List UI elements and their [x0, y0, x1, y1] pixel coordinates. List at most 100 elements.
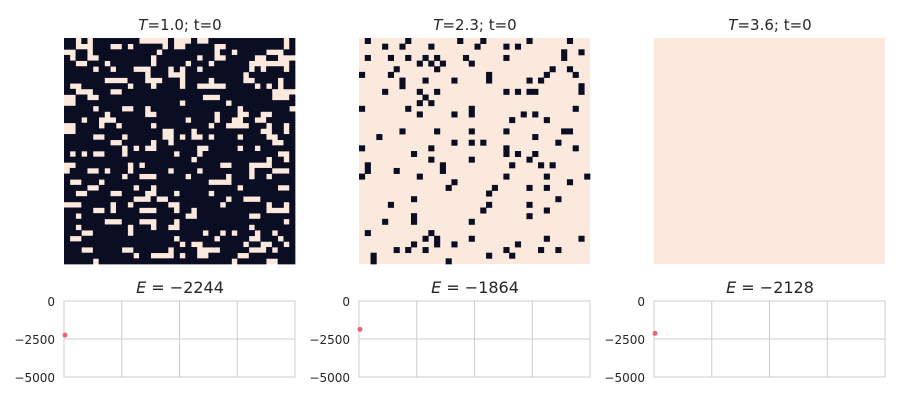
spin-cell [399, 77, 406, 84]
spin-cell [127, 252, 134, 259]
spin-cell [248, 38, 255, 44]
spin-cell [104, 173, 111, 180]
spin-cell [127, 134, 134, 141]
spin-cell [121, 128, 128, 135]
spin-cell [179, 122, 186, 129]
spin-cell [196, 60, 203, 67]
spin-cell [219, 94, 227, 101]
spin-cell [439, 60, 446, 67]
spin-cell [486, 71, 493, 78]
spin-cell [98, 241, 105, 248]
spin-cell [110, 122, 117, 129]
spin-cell [144, 224, 151, 231]
spin-cell [115, 162, 123, 169]
spin-cell [144, 213, 151, 220]
spin-cell [81, 162, 88, 169]
spin-cell [162, 151, 169, 157]
spin-cell [127, 207, 134, 214]
spin-cell [156, 179, 163, 186]
spin-cell [266, 105, 273, 112]
spin-cell [196, 100, 203, 107]
spin-cell [75, 218, 82, 225]
spin-cell [231, 66, 238, 73]
spin-cell [202, 162, 209, 169]
spin-cell [104, 139, 111, 146]
spin-cell [156, 105, 163, 112]
spin-cell [191, 139, 198, 146]
spin-cell [191, 77, 198, 84]
spin-cell [243, 184, 250, 191]
spin-cell [179, 230, 186, 237]
spin-cell [150, 247, 157, 254]
spin-cell [75, 151, 82, 157]
spin-cell [127, 173, 134, 180]
spin-cell [196, 184, 203, 191]
spin-cell [191, 94, 198, 101]
spin-cell [69, 247, 76, 254]
spin-cell [208, 54, 215, 61]
spin-cell [139, 145, 146, 152]
spin-cell [133, 49, 140, 56]
spin-cell [191, 122, 198, 129]
spin-cell [468, 128, 475, 135]
spin-cell [110, 111, 117, 118]
spin-cell [266, 247, 273, 254]
spin-cell [104, 105, 111, 112]
spin-cell [179, 94, 186, 101]
spin-cell [185, 196, 192, 203]
spin-cell [289, 94, 296, 101]
spin-cell [185, 77, 192, 84]
spin-cell [503, 151, 510, 157]
spin-cell [260, 207, 267, 214]
spin-cell [87, 128, 94, 135]
spin-cell [185, 139, 192, 146]
spin-cell [289, 252, 296, 259]
spin-cell [144, 167, 151, 174]
spin-cell [566, 179, 574, 186]
spin-cell [167, 38, 175, 44]
spin-cell [260, 38, 267, 44]
spin-cell [468, 60, 475, 67]
spin-cell [127, 184, 134, 191]
spin-cell [208, 38, 215, 44]
spin-cell [283, 83, 290, 90]
spin-cell [202, 213, 209, 220]
spin-cell [248, 139, 255, 146]
spin-cell [139, 230, 146, 237]
spin-cell [526, 77, 533, 84]
spin-cell [359, 173, 366, 180]
spin-cell [543, 207, 550, 214]
spin-cell [428, 100, 435, 107]
spin-cell [127, 66, 134, 73]
spin-cell [69, 77, 76, 84]
spin-cell [133, 156, 140, 163]
spin-cell [191, 71, 198, 78]
spin-cell [69, 258, 76, 265]
spin-cell [139, 258, 146, 265]
spin-cell [243, 54, 250, 61]
spin-cell [133, 167, 140, 174]
spin-cell [75, 100, 82, 107]
spin-cell [69, 43, 76, 50]
spin-cell [156, 247, 163, 254]
spin-cell [237, 88, 244, 95]
spin-cell [185, 252, 192, 259]
spin-cell [214, 145, 221, 152]
spin-cell [202, 201, 209, 208]
spin-cell [121, 230, 128, 237]
spin-cell [150, 43, 157, 50]
spin-cell [162, 145, 169, 152]
spin-cell [87, 60, 94, 67]
spin-cell [185, 218, 192, 225]
spin-cell [208, 88, 215, 95]
spin-cell [139, 167, 146, 174]
spin-cell [173, 77, 180, 84]
spin-cell [225, 49, 232, 56]
spin-cell [260, 145, 267, 152]
spin-cell [191, 111, 198, 118]
spin-cell [248, 241, 255, 248]
spin-cell [173, 156, 180, 163]
spin-cell [231, 151, 238, 157]
spin-cell [208, 71, 215, 78]
spin-cell [243, 49, 250, 56]
